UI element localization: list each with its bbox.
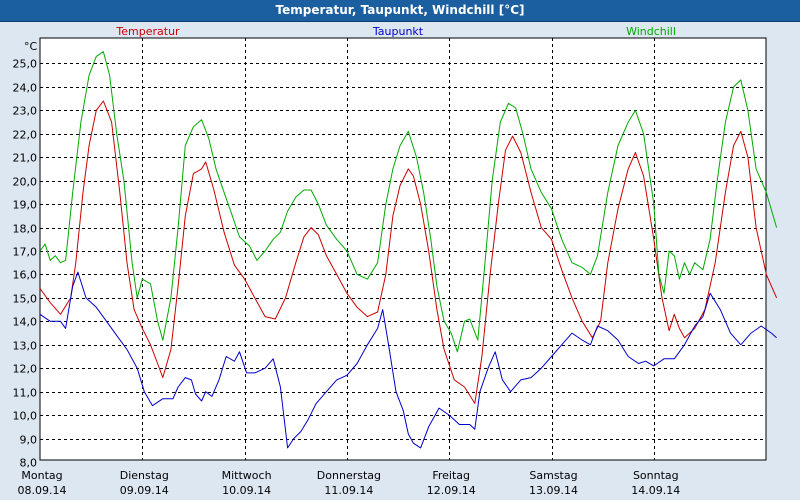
- y-tick-label: 17,0: [13, 246, 38, 259]
- legend: Temperatur Taupunkt Windchill: [115, 25, 676, 38]
- x-tick-day-label: Donnerstag: [317, 469, 381, 482]
- x-tick-day-label: Dienstag: [120, 469, 169, 482]
- x-tick-day-label: Freitag: [432, 469, 470, 482]
- y-tick-label: 18,0: [13, 223, 38, 236]
- x-tick-day-label: Montag: [21, 469, 62, 482]
- x-tick-day-label: Mittwoch: [222, 469, 272, 482]
- series-line-temperatur: [39, 100, 778, 404]
- y-tick-labels: 8,0 9,0 10,0 11,0 12,0 13,0 14,0 15,0 16,0 17,0 18…: [13, 58, 38, 470]
- y-tick-label: 14,0: [13, 316, 38, 329]
- x-tick-date-label: 14.09.14: [631, 484, 680, 497]
- y-tick-label: 16,0: [13, 269, 38, 282]
- y-tick-label: 22,0: [13, 129, 38, 142]
- x-tick-day-label: Sonntag: [633, 469, 679, 482]
- x-tick-date-label: 12.09.14: [427, 484, 476, 497]
- series-line-taupunkt: [39, 271, 777, 449]
- x-tick-date-label: 11.09.14: [324, 484, 373, 497]
- plot-frame-group: [39, 37, 767, 461]
- y-tick-label: 10,0: [13, 410, 38, 423]
- x-tick-date-label: 10.09.14: [222, 484, 271, 497]
- legend-item-taupunkt: Taupunkt: [372, 25, 424, 38]
- series-lines: [39, 51, 778, 449]
- legend-item-windchill: Windchill: [626, 25, 676, 38]
- x-tick-date-label: 09.09.14: [120, 484, 169, 497]
- chart-title: Temperatur, Taupunkt, Windchill [°C]: [0, 0, 800, 22]
- y-tick-label: 11,0: [13, 387, 38, 400]
- x-tick-labels: Montag 08.09.14 Dienstag 09.09.14 Mittwoch 10…: [18, 469, 681, 497]
- y-tick-label: 23,0: [13, 105, 38, 118]
- y-axis-label: °C: [24, 40, 38, 53]
- y-tick-label: 8,0: [20, 457, 38, 470]
- plot-frame: [39, 37, 767, 461]
- y-tick-label: 21,0: [13, 152, 38, 165]
- x-tick-day-label: Samstag: [529, 469, 577, 482]
- x-tick-date-label: 13.09.14: [529, 484, 578, 497]
- y-tick-label: 20,0: [13, 176, 38, 189]
- y-tick-label: 13,0: [13, 340, 38, 353]
- legend-item-temperatur: Temperatur: [115, 25, 180, 38]
- x-tick-date-label: 08.09.14: [18, 484, 67, 497]
- series-line-windchill: [39, 51, 778, 353]
- grid-lines: [40, 38, 766, 460]
- y-tick-label: 15,0: [13, 293, 38, 306]
- y-tick-label: 9,0: [20, 434, 38, 447]
- y-tick-label: 19,0: [13, 199, 38, 212]
- y-tick-label: 24,0: [13, 82, 38, 95]
- y-tick-label: 12,0: [13, 363, 38, 376]
- y-tick-label: 25,0: [13, 58, 38, 71]
